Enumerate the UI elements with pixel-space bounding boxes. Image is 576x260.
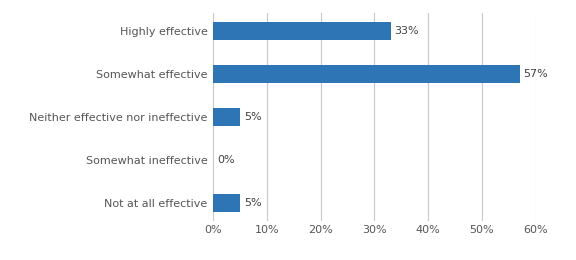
Text: 0%: 0% bbox=[217, 155, 234, 165]
Text: 33%: 33% bbox=[395, 26, 419, 36]
Bar bbox=[213, 66, 520, 83]
Bar bbox=[213, 22, 391, 40]
Bar bbox=[213, 108, 240, 126]
Bar bbox=[213, 194, 240, 212]
Text: 5%: 5% bbox=[244, 112, 262, 122]
Text: 5%: 5% bbox=[244, 198, 262, 208]
Text: 57%: 57% bbox=[524, 69, 548, 79]
